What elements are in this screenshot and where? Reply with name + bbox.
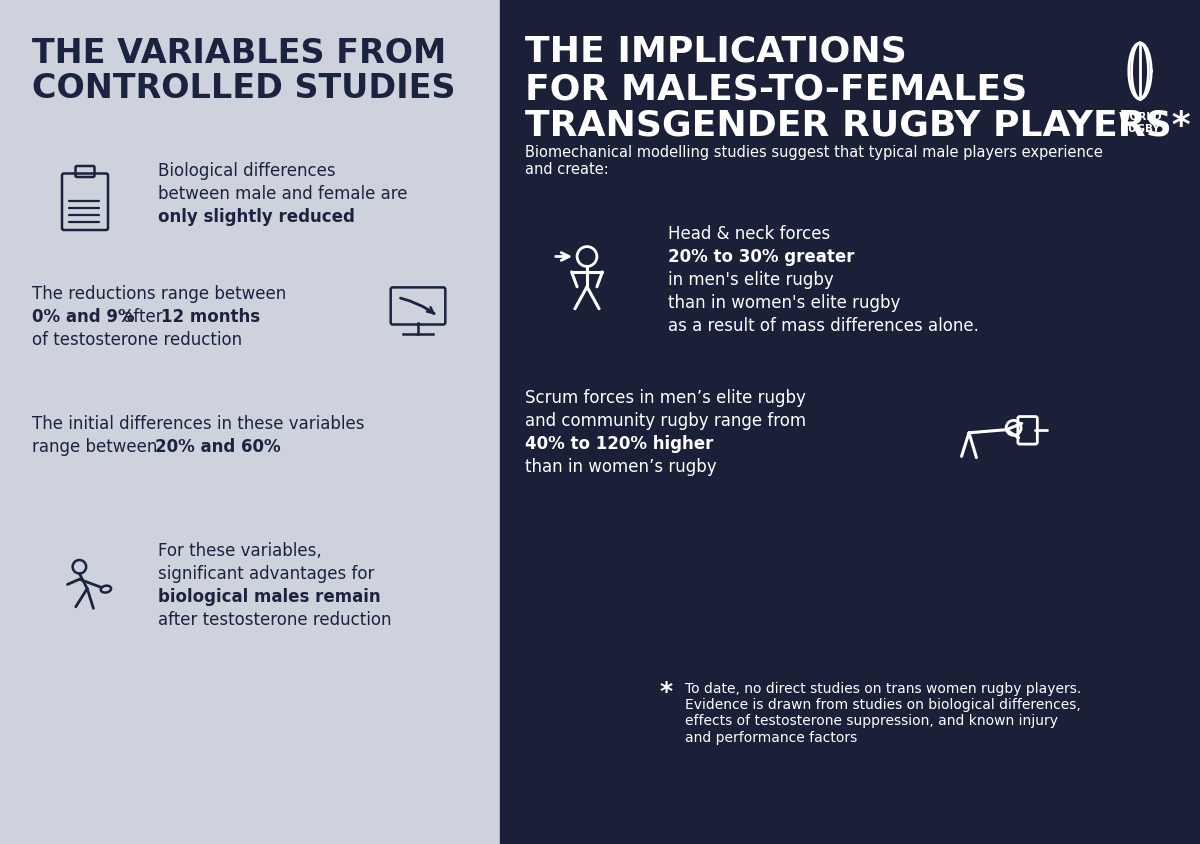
Text: 0% and 9%: 0% and 9%	[32, 307, 134, 326]
Text: after: after	[118, 307, 168, 326]
Text: only slightly reduced: only slightly reduced	[158, 208, 355, 225]
Bar	[500, 0, 1200, 844]
Text: To date, no direct studies on trans women rugby players.
Evidence is drawn from : To date, no direct studies on trans wome…	[685, 681, 1081, 744]
Text: CONTROLLED STUDIES: CONTROLLED STUDIES	[32, 72, 456, 105]
Text: between male and female are: between male and female are	[158, 185, 408, 203]
Text: and community rugby range from: and community rugby range from	[526, 412, 806, 430]
Text: *: *	[660, 679, 673, 703]
Text: Biological differences: Biological differences	[158, 162, 336, 180]
Text: THE IMPLICATIONS: THE IMPLICATIONS	[526, 35, 907, 69]
Text: RUGBY: RUGBY	[1120, 124, 1160, 133]
Text: than in women's elite rugby: than in women's elite rugby	[668, 294, 900, 311]
Text: The initial differences in these variables: The initial differences in these variabl…	[32, 414, 365, 432]
Text: biological males remain: biological males remain	[158, 587, 380, 605]
Text: as a result of mass differences alone.: as a result of mass differences alone.	[668, 316, 979, 334]
Text: in men's elite rugby: in men's elite rugby	[668, 271, 834, 289]
Text: TRANSGENDER RUGBY PLAYERS*: TRANSGENDER RUGBY PLAYERS*	[526, 109, 1190, 143]
Text: THE VARIABLES FROM: THE VARIABLES FROM	[32, 37, 446, 70]
Bar	[0, 0, 500, 844]
Text: 12 months: 12 months	[161, 307, 260, 326]
Text: after testosterone reduction: after testosterone reduction	[158, 610, 391, 628]
Text: Head & neck forces: Head & neck forces	[668, 225, 830, 243]
Text: Scrum forces in men’s elite rugby: Scrum forces in men’s elite rugby	[526, 388, 806, 407]
Text: For these variables,: For these variables,	[158, 541, 322, 560]
Text: significant advantages for: significant advantages for	[158, 565, 374, 582]
Text: 40% to 120% higher: 40% to 120% higher	[526, 435, 713, 452]
Text: 20% to 30% greater: 20% to 30% greater	[668, 247, 854, 266]
Text: Biomechanical modelling studies suggest that typical male players experience
and: Biomechanical modelling studies suggest …	[526, 145, 1103, 177]
Text: The reductions range between: The reductions range between	[32, 284, 287, 303]
Text: 20% and 60%: 20% and 60%	[155, 437, 281, 456]
Text: than in women’s rugby: than in women’s rugby	[526, 457, 716, 475]
Text: WORLD: WORLD	[1118, 111, 1162, 122]
Text: FOR MALES-TO-FEMALES: FOR MALES-TO-FEMALES	[526, 72, 1027, 106]
Text: of testosterone reduction: of testosterone reduction	[32, 331, 242, 349]
Text: range between: range between	[32, 437, 163, 456]
